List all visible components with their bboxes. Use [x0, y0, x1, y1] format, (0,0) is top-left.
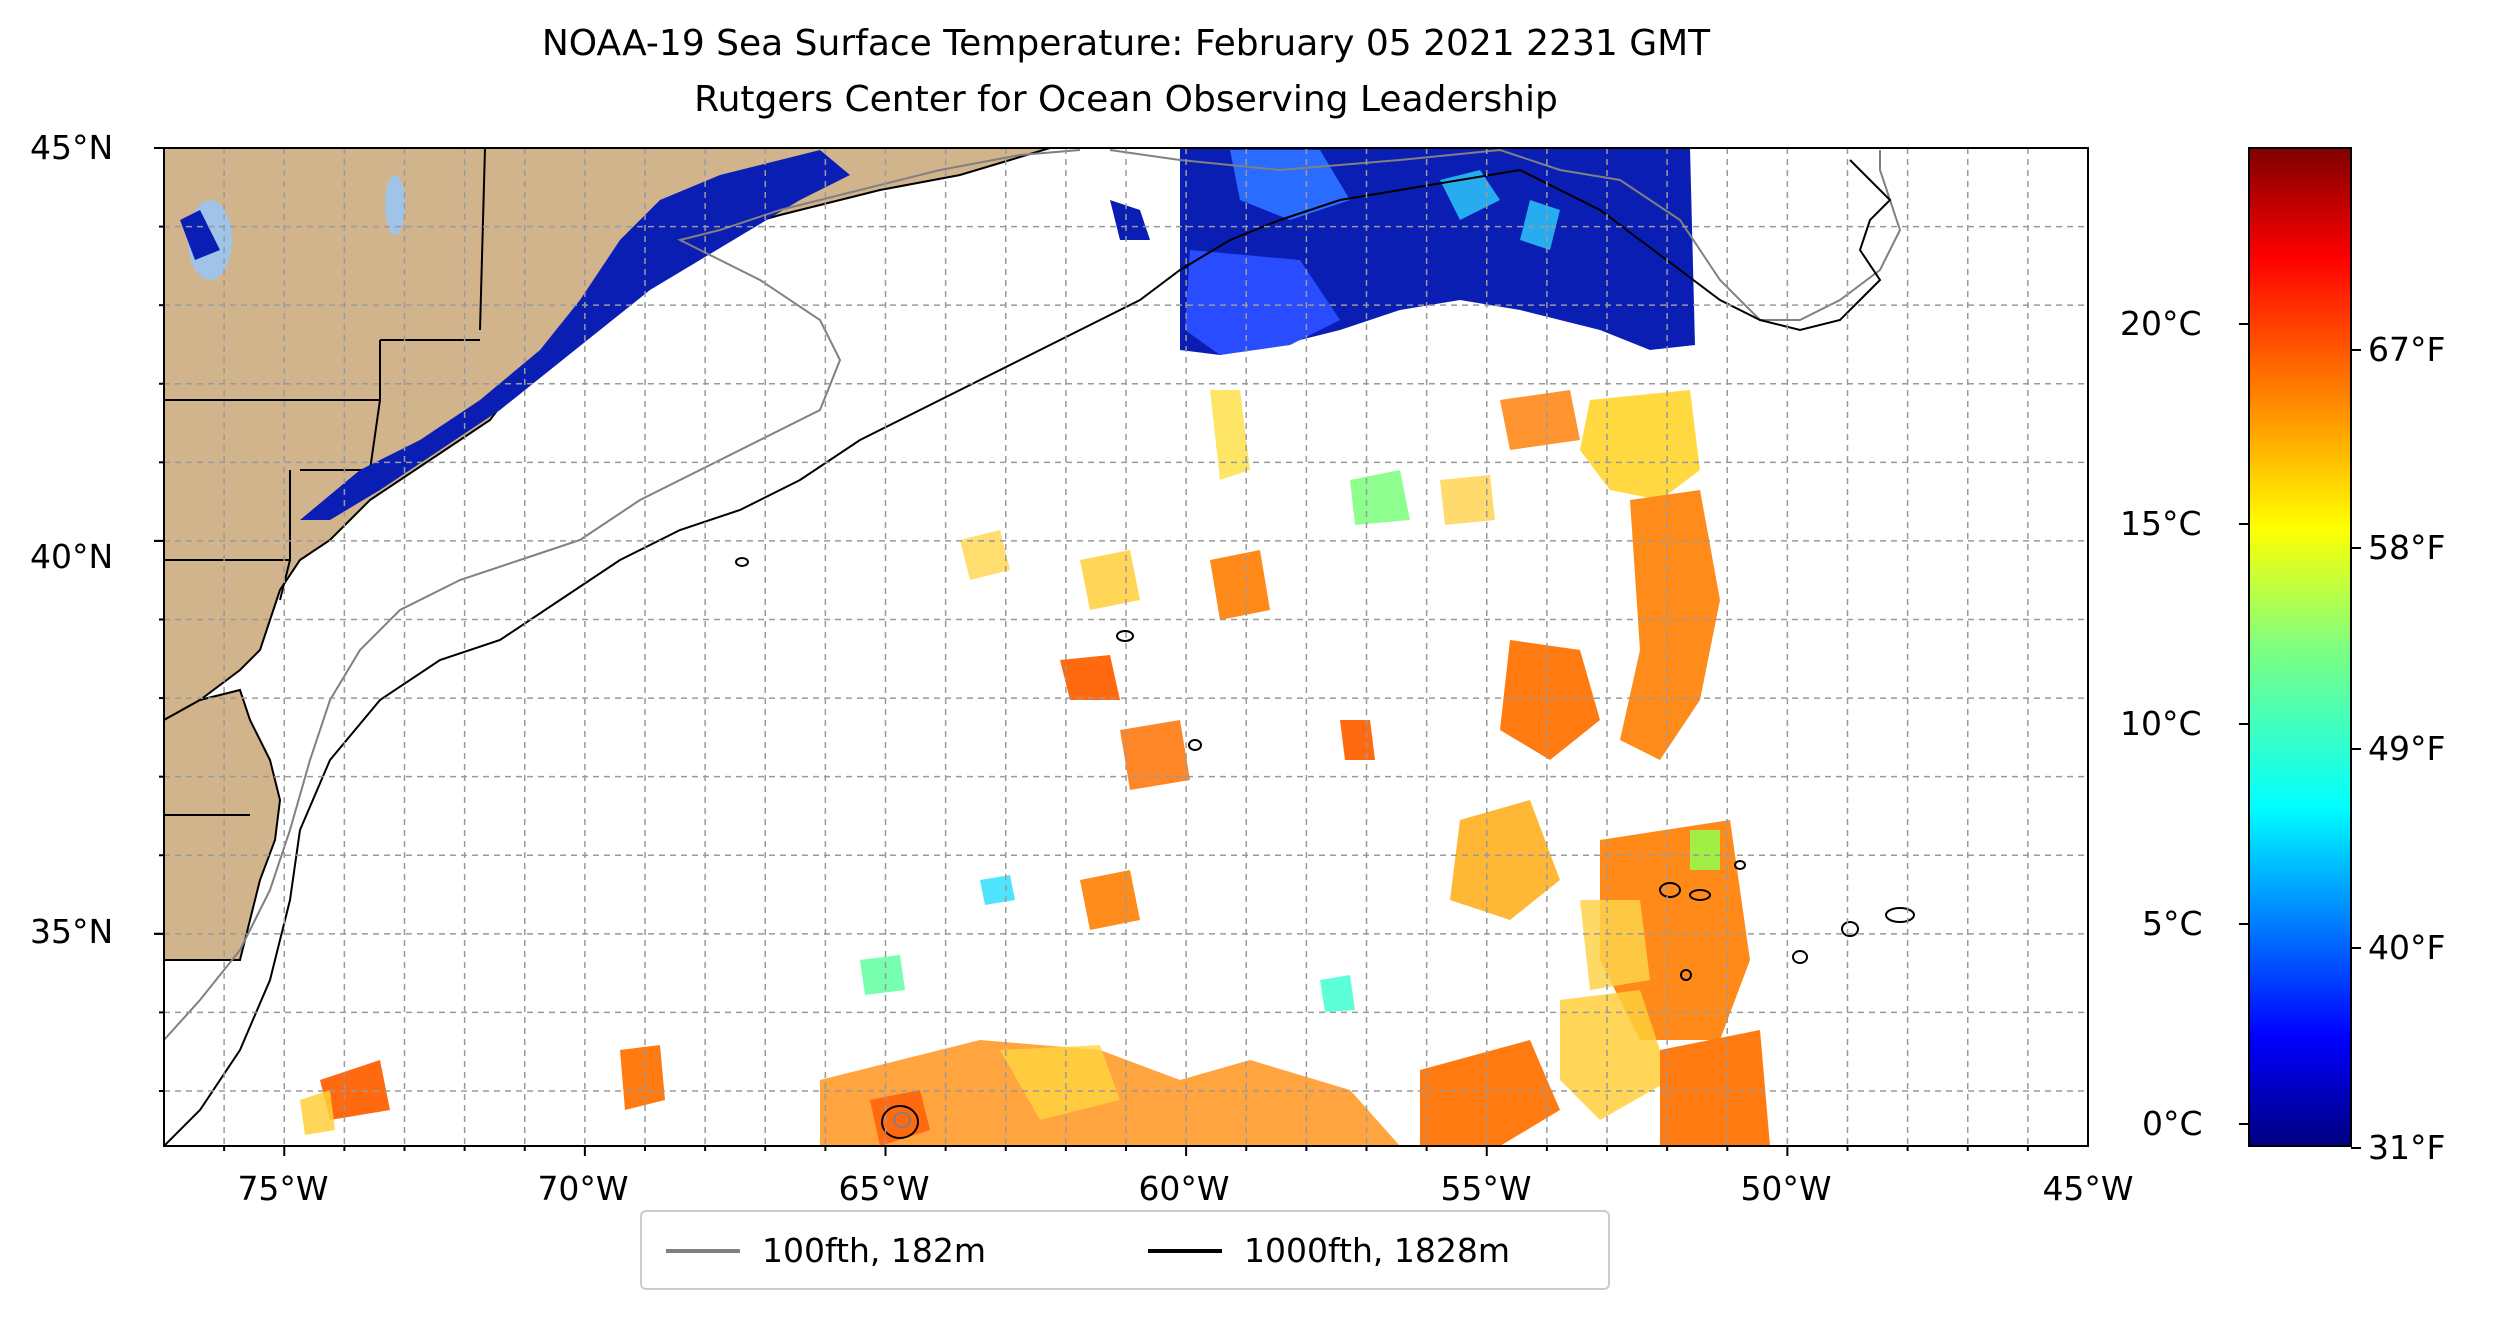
- lat-tick-label: 40°N: [30, 537, 114, 576]
- lon-tick-label: 60°W: [1138, 1169, 1230, 1208]
- colorbar-ticks: [2239, 323, 2361, 1149]
- chart-subtitle: Rutgers Center for Ocean Observing Leade…: [694, 79, 1558, 120]
- contour-100fth: [164, 148, 1902, 1041]
- chart-title: NOAA-19 Sea Surface Temperature: Februar…: [541, 23, 1711, 64]
- sst-warm-region: [300, 390, 1770, 1146]
- colorbar-celsius-label: 0°C: [2142, 1104, 2203, 1143]
- land-midatlantic: [164, 688, 282, 961]
- lake: [385, 175, 405, 235]
- contour-1000fth: [164, 159, 1892, 1146]
- lon-tick-label: 65°W: [838, 1169, 930, 1208]
- lon-tick-label: 70°W: [537, 1169, 629, 1208]
- colorbar: [2248, 147, 2352, 1147]
- lon-tick-label: 55°W: [1440, 1169, 1532, 1208]
- sst-mid-region: [860, 470, 1720, 1012]
- legend-label: 1000fth, 1828m: [1244, 1231, 1510, 1270]
- map-gridlines: [164, 148, 2088, 1146]
- seamount-contours: [735, 557, 1915, 1139]
- colorbar-celsius-label: 5°C: [2142, 904, 2203, 943]
- colorbar-fahrenheit-label: 49°F: [2368, 729, 2446, 768]
- legend-swatch: [1148, 1249, 1222, 1253]
- colorbar-celsius-label: 15°C: [2120, 504, 2202, 543]
- legend-swatch: [666, 1249, 740, 1253]
- land-north: [164, 148, 1051, 722]
- colorbar-fahrenheit-label: 67°F: [2368, 330, 2446, 369]
- colorbar-celsius-label: 10°C: [2120, 704, 2202, 743]
- state-boundaries: [164, 148, 486, 816]
- colorbar-fahrenheit-label: 40°F: [2368, 928, 2446, 967]
- map-ticks: [154, 147, 2029, 1156]
- lat-tick-label: 35°N: [30, 912, 114, 951]
- colorbar-celsius-label: 20°C: [2120, 304, 2202, 343]
- sst-cold-region: [180, 148, 1695, 520]
- lat-tick-label: 45°N: [30, 128, 114, 167]
- lon-tick-label: 75°W: [237, 1169, 329, 1208]
- colorbar-fahrenheit-label: 31°F: [2368, 1128, 2446, 1167]
- legend-item-100fth: 100fth, 182m: [666, 1226, 986, 1276]
- legend-item-1000fth: 1000fth, 1828m: [1148, 1226, 1510, 1276]
- colorbar-fahrenheit-label: 58°F: [2368, 528, 2446, 567]
- lon-tick-label: 50°W: [1740, 1169, 1832, 1208]
- lon-tick-label: 45°W: [2042, 1169, 2134, 1208]
- legend-label: 100fth, 182m: [762, 1231, 986, 1270]
- legend: 100fth, 182m 1000fth, 1828m: [640, 1210, 1610, 1290]
